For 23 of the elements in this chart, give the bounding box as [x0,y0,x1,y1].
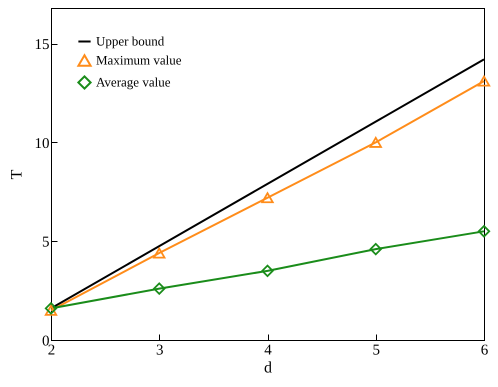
point [370,242,382,256]
y-tick-label: 15 [34,37,50,54]
legend-label: Upper bound [96,34,165,48]
point [370,136,382,148]
x-axis-title: d [264,360,272,376]
point [44,304,58,316]
point [261,192,274,204]
legend-label: Maximum value [96,52,182,68]
x-tick-label: 2 [48,342,56,358]
y-axis-title: T [8,169,26,180]
legend-label: Average value [96,74,171,90]
point [261,264,274,277]
x-tick-label: 6 [480,342,489,358]
y-tick-label: 5 [42,234,50,251]
point [153,282,166,295]
x-tick-label: 5 [372,342,380,358]
x-tick-label: 4 [264,342,272,358]
point [478,225,490,238]
y-tick-label: 0 [42,334,50,350]
x-tick-label: 3 [156,342,164,358]
point [153,248,166,258]
y-tick-label: 10 [34,136,50,152]
point [478,76,490,87]
